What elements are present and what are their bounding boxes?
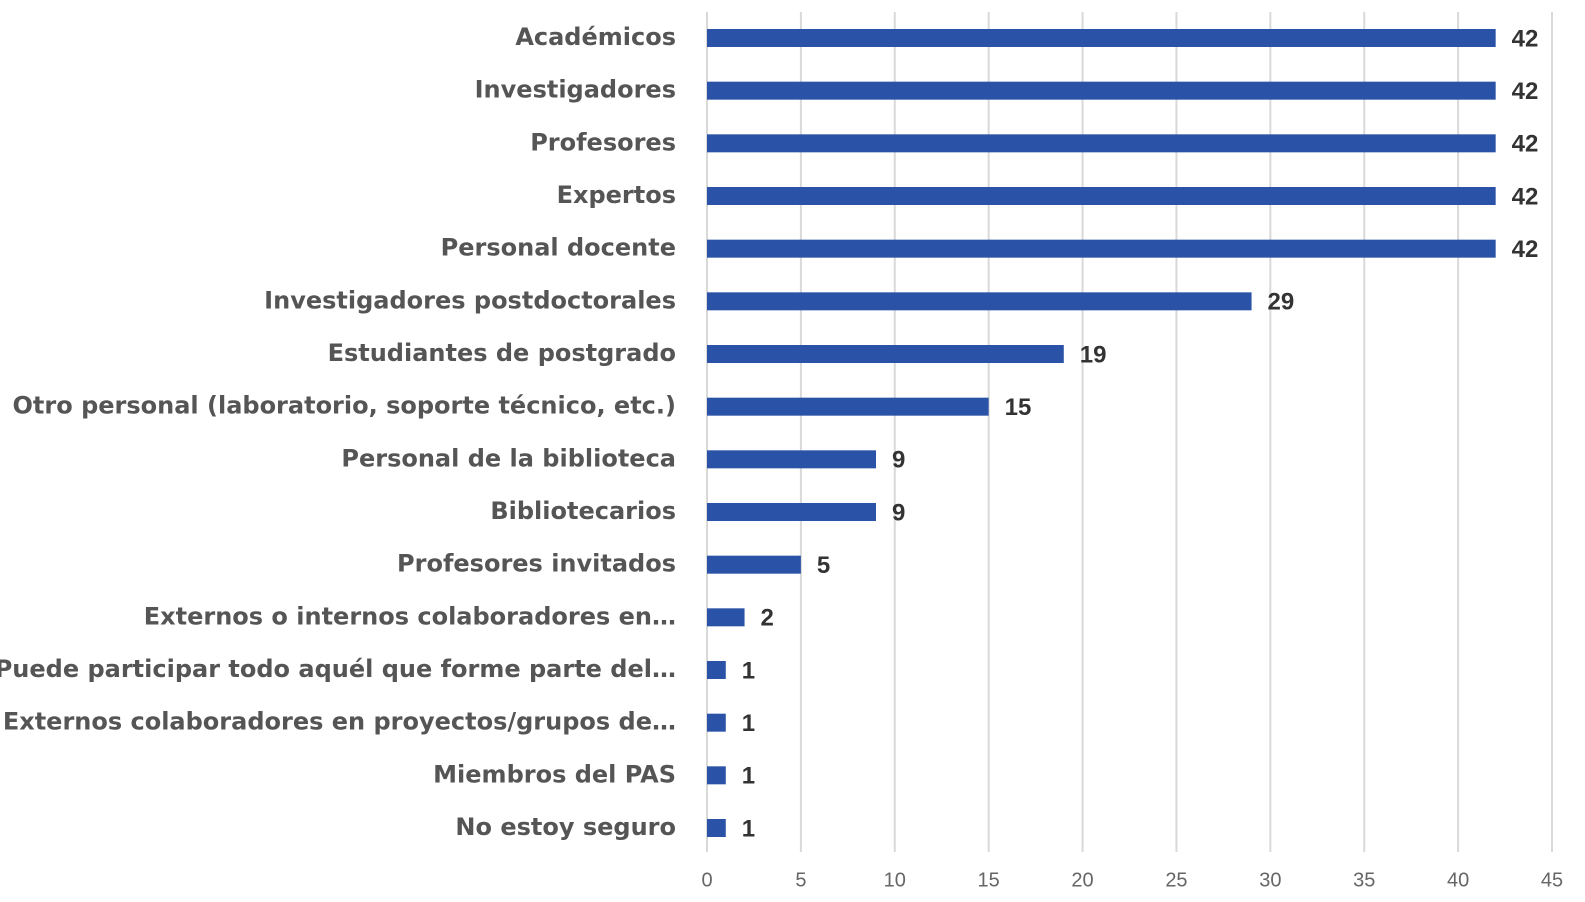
- value-label: 9: [892, 447, 905, 474]
- x-tick-label: 30: [1259, 869, 1281, 891]
- value-label: 42: [1512, 183, 1539, 210]
- x-tick-label: 20: [1071, 869, 1093, 891]
- bar: [707, 29, 1496, 47]
- x-tick-label: 25: [1165, 869, 1187, 891]
- category-label: Profesores: [530, 128, 676, 156]
- category-label: Expertos: [557, 181, 676, 209]
- category-label: Académicos: [515, 23, 676, 51]
- category-label: Investigadores postdoctorales: [264, 286, 676, 314]
- value-label: 15: [1005, 394, 1032, 421]
- category-label: Externos o internos colaboradores en…: [144, 602, 676, 630]
- bar: [707, 450, 876, 469]
- bar: [707, 81, 1496, 100]
- bar: [707, 292, 1252, 311]
- value-label: 42: [1512, 78, 1539, 105]
- value-label: 5: [817, 552, 830, 579]
- x-tick-label: 15: [978, 869, 1000, 891]
- bar: [707, 345, 1064, 363]
- value-label: 19: [1080, 341, 1107, 368]
- category-label: Investigadores: [475, 76, 676, 104]
- bar: [707, 819, 726, 837]
- category-label: Profesores invitados: [397, 550, 676, 578]
- x-tick-label: 10: [884, 869, 906, 891]
- bar: [707, 661, 726, 679]
- category-label: Otro personal (laboratorio, soporte técn…: [13, 392, 676, 420]
- x-tick-label: 40: [1447, 869, 1469, 891]
- category-label: Personal de la biblioteca: [341, 444, 676, 472]
- category-label: Externos colaboradores en proyectos/grup…: [3, 708, 676, 736]
- value-label: 1: [742, 763, 755, 790]
- value-label: 42: [1512, 25, 1539, 52]
- value-label: 42: [1512, 131, 1539, 158]
- bar: [707, 766, 726, 785]
- bar: [707, 555, 801, 574]
- value-label: 2: [761, 605, 774, 632]
- value-label: 1: [742, 710, 755, 737]
- bar: [707, 239, 1496, 258]
- bar: [707, 187, 1496, 205]
- value-label: 1: [742, 815, 755, 842]
- value-label: 29: [1268, 289, 1295, 316]
- category-label: Personal docente: [441, 234, 676, 262]
- x-tick-label: 35: [1353, 869, 1375, 891]
- value-label: 1: [742, 657, 755, 684]
- bar: [707, 608, 745, 627]
- category-label: Miembros del PAS: [433, 760, 676, 788]
- x-tick-label: 5: [795, 869, 806, 891]
- bar: [707, 134, 1496, 153]
- bar: [707, 397, 989, 416]
- category-label: Bibliotecarios: [490, 497, 676, 525]
- category-label: Puede participar todo aquél que forme pa…: [0, 655, 676, 683]
- x-tick-label: 0: [701, 869, 712, 891]
- x-tick-label: 45: [1541, 869, 1563, 891]
- value-label: 42: [1512, 236, 1539, 263]
- value-label: 9: [892, 499, 905, 526]
- bar: [707, 503, 876, 521]
- bar: [707, 713, 726, 732]
- category-label: No estoy seguro: [455, 813, 676, 841]
- category-label: Estudiantes de postgrado: [328, 339, 676, 367]
